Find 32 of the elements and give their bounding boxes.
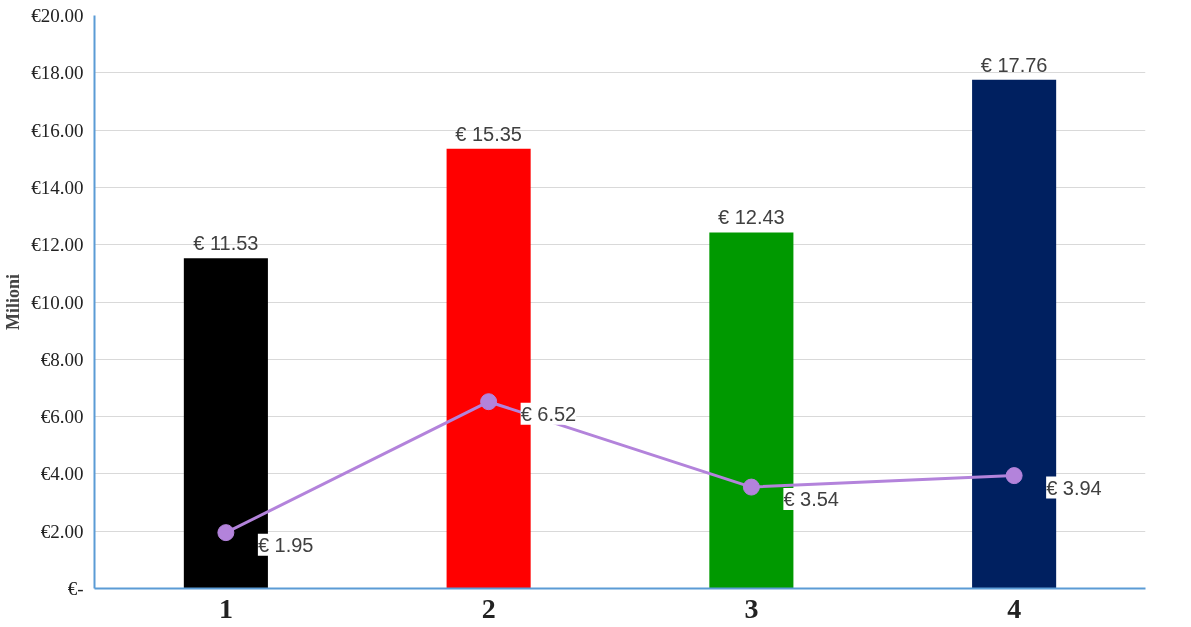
x-tick-label: 4 xyxy=(1007,592,1022,624)
y-tick-label: €6.00 xyxy=(40,406,84,428)
x-tick-label: 1 xyxy=(218,592,233,624)
x-tick-label: 2 xyxy=(481,592,496,624)
data-label: € 3.54 xyxy=(783,488,839,511)
point xyxy=(742,478,760,496)
bar xyxy=(183,258,268,589)
bar xyxy=(446,148,531,589)
point xyxy=(217,524,235,542)
y-tick-label: €18.00 xyxy=(31,62,84,84)
x-tick-label: 3 xyxy=(744,592,759,624)
y-tick-label: €20.00 xyxy=(31,5,84,26)
y-tick-label: €2.00 xyxy=(40,520,84,542)
data-label: € 1.95 xyxy=(257,533,314,556)
y-tick-label: €16.00 xyxy=(31,119,84,141)
data-label: € 6.52 xyxy=(520,402,577,425)
y-tick-label: €14.00 xyxy=(31,176,84,198)
point xyxy=(480,393,498,411)
y-axis-title: Milioni xyxy=(3,273,24,330)
y-tick-label: €12.00 xyxy=(31,234,84,256)
y-tick-label: €10.00 xyxy=(31,291,84,313)
y-tick-label: €8.00 xyxy=(40,348,84,370)
data-label: € 11.53 xyxy=(193,232,259,255)
data-label: € 17.76 xyxy=(980,53,1048,76)
bar xyxy=(709,232,794,589)
y-tick-label: €- xyxy=(67,578,84,599)
y-tick-label: €4.00 xyxy=(40,463,84,485)
bar xyxy=(972,79,1057,589)
data-label: € 15.35 xyxy=(455,122,522,145)
data-label: € 3.94 xyxy=(1046,476,1102,499)
data-label: € 12.43 xyxy=(718,206,785,229)
point xyxy=(1005,467,1023,485)
